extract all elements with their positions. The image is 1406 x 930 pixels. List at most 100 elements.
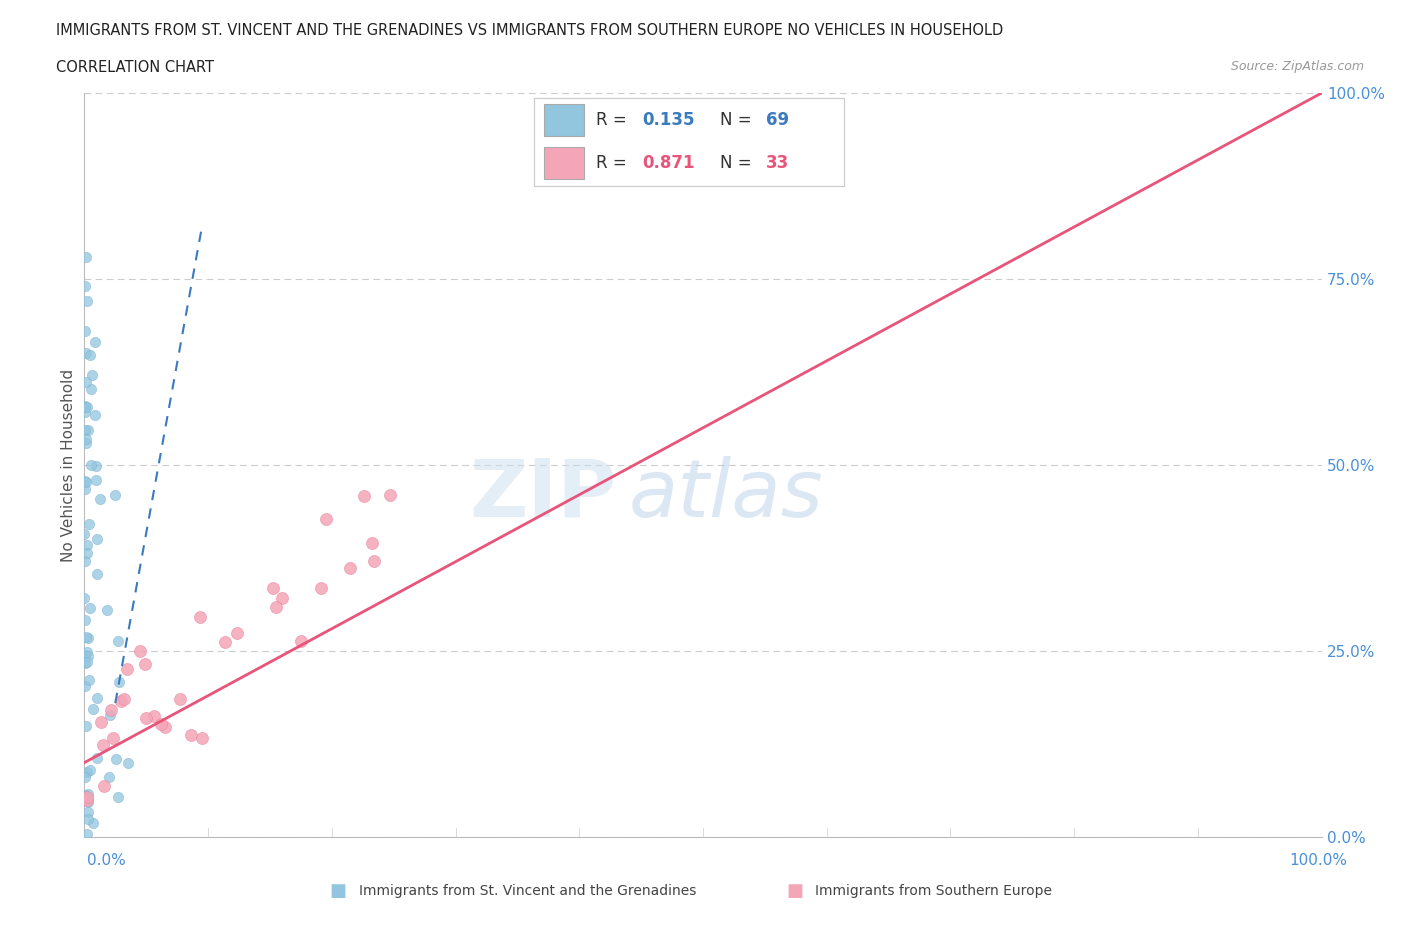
Point: [76, 644, 98, 659]
Point: [73, 399, 96, 414]
Point: [77, 812, 100, 827]
Point: [73, 473, 96, 488]
Point: [100, 703, 122, 718]
Point: [76, 631, 98, 645]
Point: [75, 435, 97, 450]
Text: 33: 33: [766, 154, 790, 172]
Point: [115, 661, 138, 676]
Text: R =: R =: [596, 111, 633, 128]
Point: [75, 719, 97, 734]
Point: [290, 633, 312, 648]
Point: [135, 711, 157, 725]
Point: [143, 709, 166, 724]
Text: Immigrants from Southern Europe: Immigrants from Southern Europe: [815, 884, 1053, 898]
Point: [76, 827, 98, 842]
Point: [169, 692, 191, 707]
Text: 69: 69: [766, 111, 789, 128]
Point: [73, 526, 96, 541]
Bar: [544, 104, 583, 136]
Point: [76, 794, 98, 809]
Point: [76, 792, 98, 807]
Point: [76, 399, 98, 414]
Point: [93, 779, 115, 794]
Point: [79, 458, 101, 472]
Text: N =: N =: [720, 154, 756, 172]
Point: [76, 423, 98, 438]
Point: [75, 279, 97, 294]
Point: [75, 399, 97, 414]
Point: [90, 714, 112, 729]
Point: [110, 694, 132, 709]
Text: Immigrants from St. Vincent and the Grenadines: Immigrants from St. Vincent and the Gren…: [359, 884, 696, 898]
Point: [86, 751, 108, 765]
Point: [75, 482, 97, 497]
Point: [315, 512, 337, 526]
Text: IMMIGRANTS FROM ST. VINCENT AND THE GRENADINES VS IMMIGRANTS FROM SOUTHERN EUROP: IMMIGRANTS FROM ST. VINCENT AND THE GREN…: [56, 23, 1004, 38]
Point: [104, 751, 127, 766]
Point: [73, 613, 96, 628]
Point: [188, 610, 211, 625]
Point: [76, 294, 98, 309]
Text: ZIP: ZIP: [470, 456, 616, 534]
Point: [76, 654, 98, 669]
Point: [75, 375, 97, 390]
Point: [134, 657, 156, 671]
Point: [378, 487, 401, 502]
Point: [82, 702, 104, 717]
Point: [73, 422, 96, 437]
Point: [75, 432, 97, 446]
Point: [84, 459, 107, 474]
Point: [86, 472, 108, 487]
Point: [76, 790, 98, 804]
Text: Source: ZipAtlas.com: Source: ZipAtlas.com: [1230, 60, 1364, 73]
Point: [77, 516, 100, 531]
Point: [73, 648, 96, 663]
Point: [75, 323, 97, 338]
Point: [73, 591, 96, 605]
Point: [76, 764, 98, 779]
Text: 0.0%: 0.0%: [87, 853, 127, 868]
Point: [73, 554, 96, 569]
Point: [264, 600, 287, 615]
Point: [339, 561, 361, 576]
Point: [98, 708, 121, 723]
Point: [75, 630, 97, 644]
Point: [112, 692, 135, 707]
Y-axis label: No Vehicles in Household: No Vehicles in Household: [60, 368, 76, 562]
Point: [262, 580, 284, 595]
Point: [149, 716, 172, 731]
Point: [117, 755, 139, 770]
Point: [79, 601, 101, 616]
Point: [86, 690, 108, 705]
Point: [82, 816, 104, 830]
Point: [73, 405, 96, 420]
Point: [191, 731, 214, 746]
Point: [353, 488, 375, 503]
Text: 100.0%: 100.0%: [1289, 853, 1347, 868]
Text: ■: ■: [786, 882, 803, 900]
Point: [107, 633, 129, 648]
Point: [96, 603, 118, 618]
Point: [271, 591, 294, 605]
Point: [77, 672, 100, 687]
Point: [79, 348, 101, 363]
Point: [363, 553, 385, 568]
Point: [180, 728, 202, 743]
Text: 0.871: 0.871: [643, 154, 695, 172]
Text: CORRELATION CHART: CORRELATION CHART: [56, 60, 214, 75]
Bar: [544, 147, 583, 179]
Point: [76, 787, 98, 802]
Text: N =: N =: [720, 111, 756, 128]
Point: [86, 566, 108, 581]
Point: [108, 674, 131, 689]
Point: [89, 492, 111, 507]
Point: [75, 346, 97, 361]
Text: R =: R =: [596, 154, 633, 172]
Point: [361, 536, 384, 551]
Point: [225, 626, 247, 641]
Point: [76, 648, 98, 663]
Point: [80, 382, 103, 397]
Point: [79, 763, 101, 777]
Point: [76, 538, 98, 552]
Point: [103, 731, 125, 746]
